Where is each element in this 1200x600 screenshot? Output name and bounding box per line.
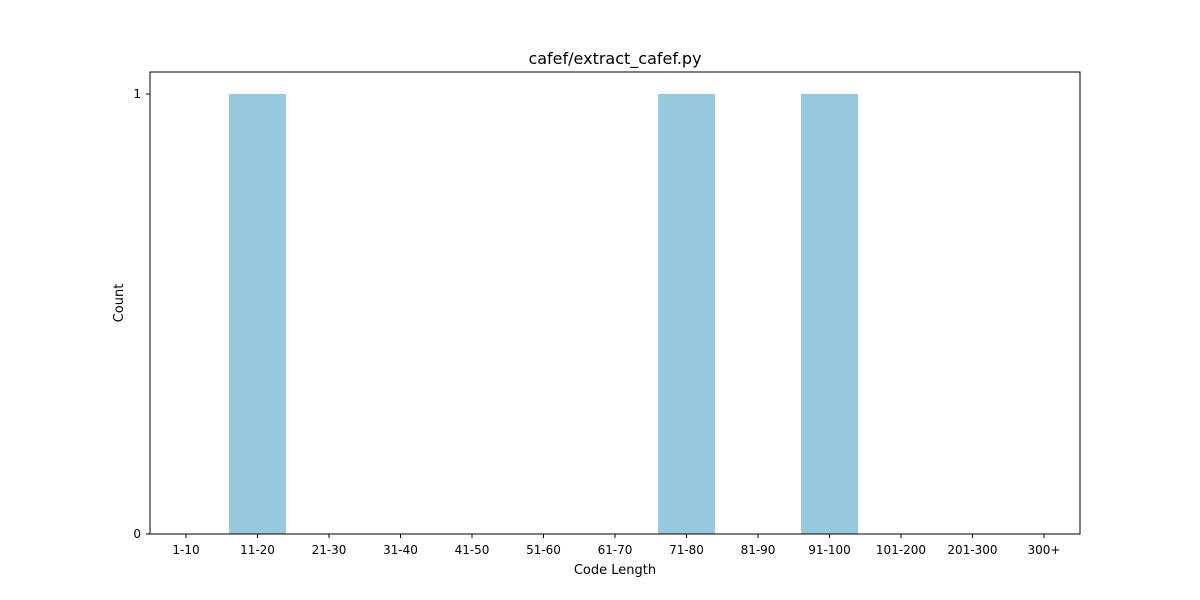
x-tick-label: 61-70 — [598, 543, 633, 557]
y-tick-label: 1 — [133, 87, 141, 101]
x-tick-label: 71-80 — [669, 543, 704, 557]
y-axis: 01 — [133, 87, 150, 541]
bars — [229, 94, 858, 534]
x-tick-label: 41-50 — [455, 543, 490, 557]
x-axis: 1-10 11-20 21-30 31-40 41-50 51-60 61-70 71-80 8… — [172, 534, 1060, 557]
y-axis-label: Count — [112, 284, 127, 323]
x-tick-label: 81-90 — [741, 543, 776, 557]
chart-title: cafef/extract_cafef.py — [528, 49, 701, 69]
bar-11-20 — [229, 94, 286, 534]
x-axis-label: Code Length — [574, 563, 656, 578]
bar-91-100 — [801, 94, 858, 534]
bar-71-80 — [658, 94, 715, 534]
x-tick-label: 300+ — [1028, 543, 1061, 557]
x-tick-label: 11-20 — [240, 543, 275, 557]
x-tick-label: 51-60 — [526, 543, 561, 557]
x-tick-label: 1-10 — [172, 543, 199, 557]
plot-frame — [149, 71, 1081, 535]
x-tick-label: 31-40 — [383, 543, 418, 557]
x-tick-label: 101-200 — [876, 543, 926, 557]
y-tick-label: 0 — [133, 527, 141, 541]
x-tick-label: 91-100 — [808, 543, 851, 557]
x-tick-label: 201-300 — [947, 543, 997, 557]
x-tick-label: 21-30 — [312, 543, 347, 557]
